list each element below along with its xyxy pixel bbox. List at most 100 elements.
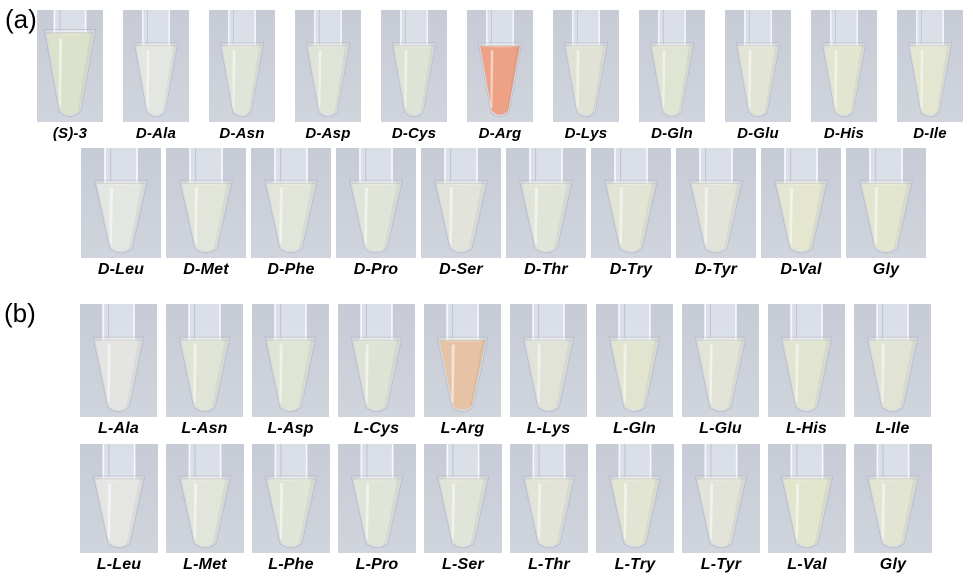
tube-photo: [80, 304, 157, 417]
tube-label: L-Try: [614, 556, 656, 573]
tube-cell: D-Leu: [81, 148, 161, 279]
tube-cell: L-His: [768, 304, 845, 438]
tube-photo: [897, 10, 963, 122]
tube-label: L-Pro: [355, 556, 399, 573]
tube-photo: [510, 304, 587, 417]
panel-b-row-1: L-Ala L-Asn L-Asp L-Cys L-Arg L-Lys L-Gln L-Glu…: [80, 304, 931, 438]
tube-label: D-Tyr: [694, 261, 738, 278]
tube-photo: [596, 444, 674, 553]
tube-photo: [209, 10, 275, 122]
tube-label: D-Thr: [524, 261, 568, 278]
tube-cell: L-Leu: [80, 444, 158, 574]
tube-photo: [768, 304, 845, 417]
tube-photo: [424, 444, 502, 553]
test-tube-icon: [608, 304, 661, 414]
tube-label: D-Arg: [478, 125, 522, 142]
tube-photo: [768, 444, 846, 553]
tube-photo: [725, 10, 791, 122]
test-tube-icon: [859, 148, 913, 255]
panel-b-label: (b): [4, 298, 36, 328]
tube-cell: L-Ile: [854, 304, 931, 438]
tube-label: L-Asp: [267, 420, 314, 437]
tube-label: Gly: [872, 261, 900, 278]
tube-photo: [424, 304, 501, 417]
test-tube-icon: [349, 148, 403, 255]
tube-label: L-Thr: [528, 556, 570, 573]
test-tube-icon: [522, 304, 575, 414]
test-tube-icon: [522, 444, 576, 550]
tube-photo: [252, 304, 329, 417]
tube-cell: D-Glu: [725, 10, 791, 142]
tube-cell: D-Gln: [639, 10, 705, 142]
test-tube-icon: [92, 304, 145, 414]
tube-label: D-Cys: [391, 125, 437, 142]
panel-a-row-2: D-Leu D-Met D-Phe D-Pro D-Ser D-Thr D-Try D-Tyr…: [81, 148, 926, 279]
tube-cell: L-Ala: [80, 304, 157, 438]
tube-cell: L-Cys: [338, 304, 415, 438]
tube-label: D-Gln: [651, 125, 693, 142]
tube-label: L-Cys: [353, 420, 400, 437]
tube-photo: [421, 148, 501, 258]
tube-cell: D-Try: [591, 148, 671, 279]
tube-label: L-Glu: [699, 420, 742, 437]
tube-photo: [338, 444, 416, 553]
test-tube-icon: [563, 10, 609, 119]
tube-label: L-Ser: [442, 556, 484, 573]
test-tube-icon: [305, 10, 351, 119]
tube-photo: [510, 444, 588, 553]
test-tube-icon: [264, 148, 318, 255]
test-tube-icon: [519, 148, 573, 255]
tube-label: L-Gln: [613, 420, 656, 437]
tube-photo: [251, 148, 331, 258]
tube-label: D-His: [823, 125, 865, 142]
tube-photo: [846, 148, 926, 258]
test-tube-icon: [434, 148, 488, 255]
tube-label: L-Asn: [181, 420, 228, 437]
test-tube-icon: [43, 10, 97, 119]
test-tube-icon: [866, 304, 919, 414]
tube-label: D-Leu: [97, 261, 145, 278]
test-tube-icon: [179, 148, 233, 255]
test-tube-icon: [350, 444, 404, 550]
tube-cell: D-Asp: [295, 10, 361, 142]
test-tube-icon: [178, 304, 231, 414]
test-tube-icon: [866, 444, 920, 550]
test-tube-icon: [694, 304, 747, 414]
test-tube-icon: [774, 148, 828, 255]
tube-photo: [596, 304, 673, 417]
tube-cell: D-Pro: [336, 148, 416, 279]
tube-photo: [682, 444, 760, 553]
test-tube-icon: [219, 10, 265, 119]
tube-photo: [123, 10, 189, 122]
tube-cell: L-Tyr: [682, 444, 760, 574]
tube-label: D-Asp: [305, 125, 351, 142]
tube-photo: [166, 148, 246, 258]
tube-photo: [252, 444, 330, 553]
tube-cell: D-Phe: [251, 148, 331, 279]
tube-photo: [80, 444, 158, 553]
tube-photo: [467, 10, 533, 122]
test-tube-icon: [436, 304, 489, 414]
tube-cell: L-Try: [596, 444, 674, 574]
tube-cell: L-Met: [166, 444, 244, 574]
test-tube-icon: [604, 148, 658, 255]
tube-label: (S)-3: [52, 125, 88, 142]
tube-label: L-Ala: [98, 420, 139, 437]
tube-cell: L-Pro: [338, 444, 416, 574]
tube-cell: D-His: [811, 10, 877, 142]
tube-label: D-Pro: [353, 261, 399, 278]
test-tube-icon: [92, 444, 146, 550]
test-tube-icon: [264, 444, 318, 550]
panel-b-row-2: L-Leu L-Met L-Phe L-Pro L-Ser L-Thr L-Try L-Tyr…: [80, 444, 932, 574]
tube-cell: L-Thr: [510, 444, 588, 574]
test-tube-icon: [694, 444, 748, 550]
tube-cell: D-Ser: [421, 148, 501, 279]
tube-label: D-Glu: [737, 125, 779, 142]
tube-cell: (S)-3: [37, 10, 103, 142]
tube-label: L-Lys: [526, 420, 571, 437]
tube-cell: L-Asp: [252, 304, 329, 438]
tube-cell: D-Ala: [123, 10, 189, 142]
tube-photo: [676, 148, 756, 258]
tube-cell: L-Val: [768, 444, 846, 574]
test-tube-icon: [94, 148, 148, 255]
